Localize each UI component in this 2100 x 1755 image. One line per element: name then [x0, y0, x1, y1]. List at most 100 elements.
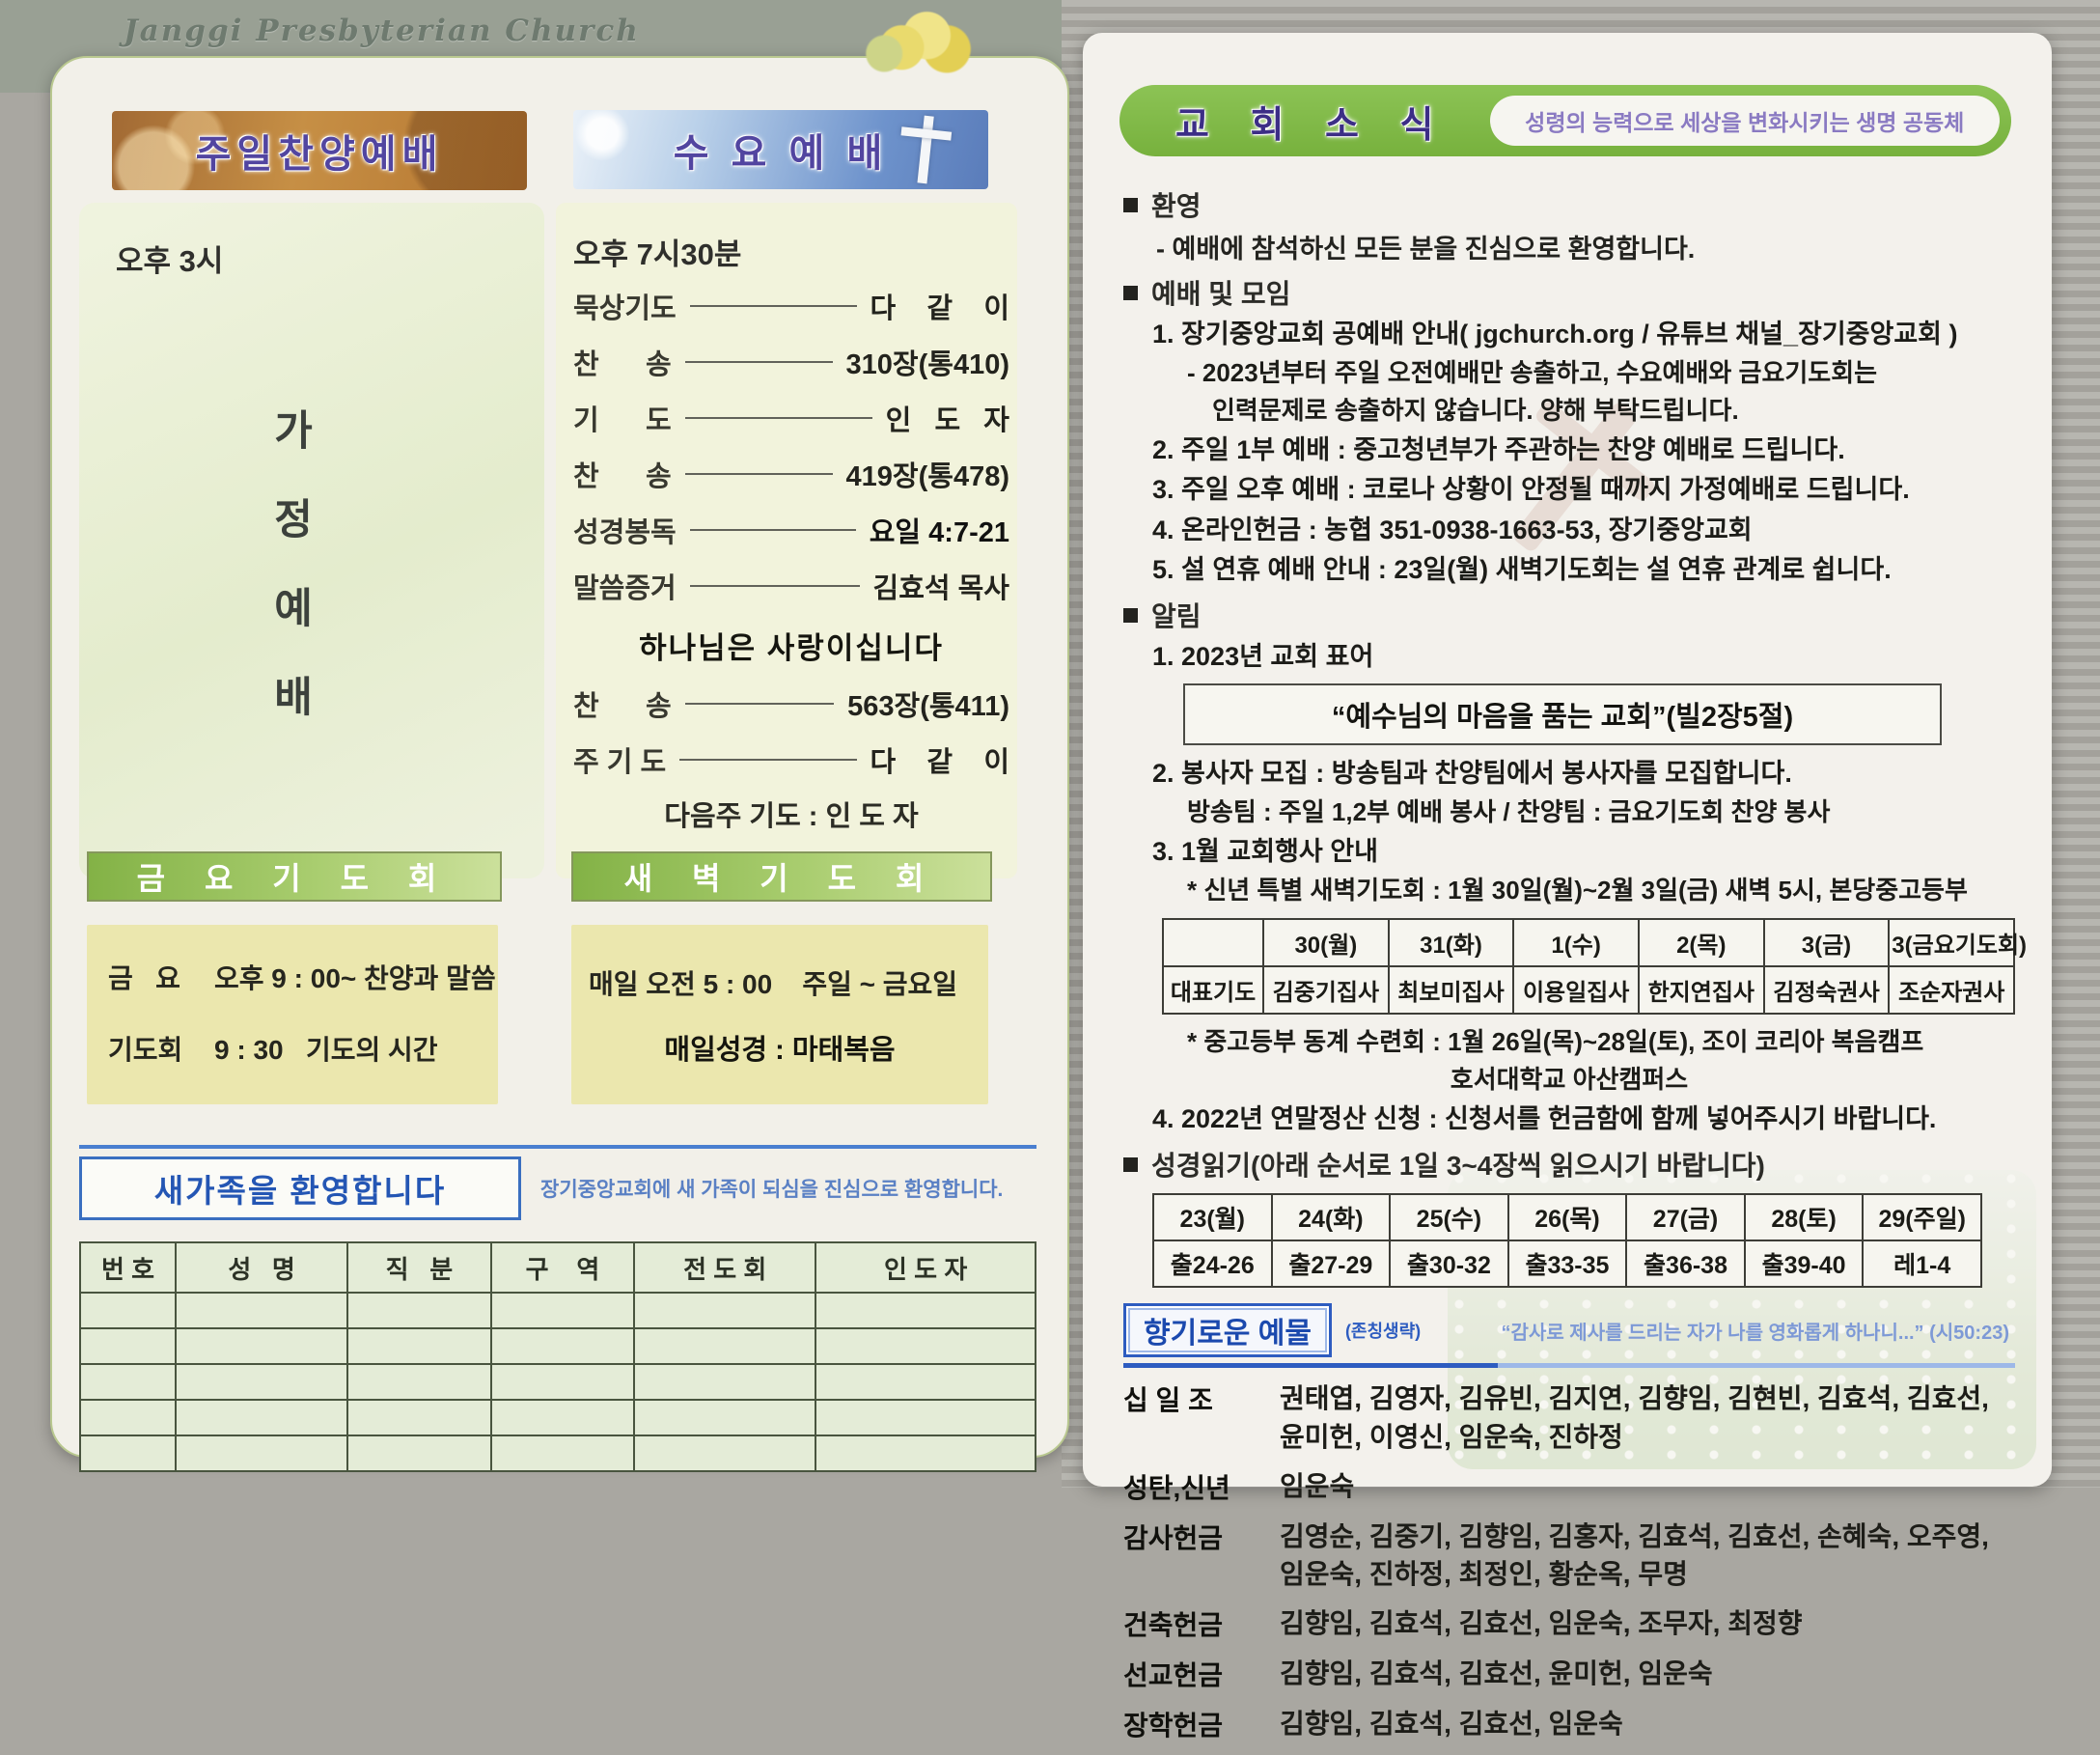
table-row: 대표기도 김중기집사 최보미집사 이용일집사 한지연집사 김정숙권사 조순자권사	[1162, 965, 2015, 1016]
order-label: 기 도	[573, 405, 672, 436]
offering-names: 권태엽, 김영자, 김유빈, 김지연, 김향임, 김현빈, 김효석, 김효선, …	[1280, 1383, 1989, 1452]
cell: 31(화)	[1387, 918, 1515, 968]
dawn-prayer-box: 매일 오전 5 : 00 주일 ~ 금요일 매일성경 : 마태복음	[571, 925, 988, 1104]
next-week-prayer: 다음주 기도 : 인 도 자	[664, 801, 919, 832]
cell: 김중기집사	[1262, 965, 1390, 1016]
offering-names: 김향임, 김효석, 김효선, 임운숙	[1280, 1709, 1623, 1740]
line-rest: ( jgchurch.org / 유튜브 채널_장기중앙교회 )	[1459, 320, 1958, 348]
order-value: 다 같 이	[870, 747, 1010, 778]
offerings-quote: “감사로 제사를 드리는 자가 나를 영화롭게 하나니...” (시50:23)	[1501, 1322, 2009, 1344]
cell: 29(주일)	[1862, 1193, 1982, 1242]
order-label: 찬 송	[573, 349, 672, 380]
table-row: 출24-26 출27-29 출30-32 출33-35 출36-38 출39-4…	[1152, 1240, 1982, 1289]
friday-row-label: 기도회	[108, 1035, 183, 1065]
cell: 3(금)	[1762, 918, 1891, 968]
worship-order-row: 묵상기도 다 같 이	[573, 278, 1009, 334]
cross-icon	[888, 113, 962, 189]
order-value: 다 같 이	[870, 293, 1010, 324]
offering-type: 감사헌금	[1123, 1522, 1224, 1553]
church-name-script: Janggi Presbyterian Church	[124, 14, 640, 48]
cell: 출36-38	[1625, 1240, 1746, 1289]
col-header: 전 도 회	[633, 1241, 817, 1294]
order-label: 성경봉독	[573, 517, 677, 548]
cell: 23(월)	[1152, 1193, 1273, 1242]
offering-row: 감사헌금 김영순, 김중기, 김향임, 김홍자, 김효석, 김효선, 손혜숙, …	[1123, 1518, 2015, 1593]
news-subline: 호서대학교 아산캠퍼스	[1450, 1065, 1689, 1095]
leader-line	[689, 529, 856, 531]
worship-order-row: 찬 송 310장(통410)	[573, 334, 1009, 390]
news-line: 3. 1월 교회행사 안내	[1152, 833, 2015, 870]
cell: 출33-35	[1506, 1240, 1628, 1289]
offering-row: 건축헌금 김향임, 김효석, 김효선, 임운숙, 조무자, 최정향	[1123, 1604, 2015, 1643]
friday-row-text: 오후 9 : 00~ 찬양과 말씀	[214, 963, 496, 993]
leader-line	[684, 473, 833, 475]
line-rest: : 신청서를 헌금함에 함께 넣어주시기 바랍니다.	[1421, 1104, 1937, 1134]
sunday-worship-time: 오후 3시	[116, 244, 224, 278]
leader-line	[684, 703, 835, 705]
line-head: 1. 장기중앙교회 공예배 안내	[1152, 320, 1460, 348]
dawn-prayer-banner: 새 벽 기 도 회	[571, 851, 992, 902]
newcomer-table: 번 호 성 명 직 분 구 역 전 도 회 인 도 자	[79, 1241, 1036, 1472]
news-line: 4. 온라인헌금 : 농협 351-0938-1663-53, 장기중앙교회	[1152, 512, 2015, 548]
table-row	[79, 1435, 1036, 1472]
dawn-schedule: 매일 오전 5 : 00 주일 ~ 금요일	[589, 969, 958, 999]
newcomer-top-rule	[79, 1145, 1036, 1149]
col-header: 구 역	[489, 1241, 636, 1294]
friday-prayer-box: 금 요 오후 9 : 00~ 찬양과 말씀 기도회 9 : 30 기도의 시간	[87, 925, 498, 1104]
left-page: 주일찬양예배 수 요 예 배 오후 3시 가 정 예 배 오후 7시30분 묵상…	[50, 56, 1069, 1472]
square-bullet-icon	[1123, 1156, 1138, 1172]
home-worship-vertical-title: 가 정 예 배	[235, 398, 351, 724]
offering-row: 성탄,신년 임운숙	[1123, 1467, 2015, 1506]
church-news-banner: 교 회 소 식 성령의 능력으로 세상을 변화시키는 생명 공동체	[1119, 85, 2011, 156]
cell: 3(금요기도회)	[1888, 918, 2027, 968]
line-head: 3. 1월 교회행사 안내	[1152, 837, 1378, 867]
middle-column-tint	[556, 203, 1017, 878]
cell: 25(수)	[1389, 1193, 1509, 1242]
leader-line	[684, 361, 833, 363]
vertical-char: 정	[274, 497, 313, 543]
worship-order-row: 찬 송 419장(통478)	[573, 446, 1009, 502]
cell: 출27-29	[1270, 1240, 1392, 1289]
cell: 김정숙권사	[1762, 965, 1891, 1016]
friday-prayer-banner: 금 요 기 도 회	[87, 851, 502, 902]
cell: 2(목)	[1637, 918, 1765, 968]
cell: 출30-32	[1389, 1240, 1509, 1289]
section-header-meetings: 예배 및 모임	[1123, 273, 2015, 312]
sunday-praise-banner: 주일찬양예배	[112, 111, 527, 190]
line-head: 2. 봉사자 모집	[1152, 758, 1309, 788]
worship-order-row: 찬 송 563장(통411)	[573, 676, 1009, 732]
vertical-char: 가	[274, 408, 313, 455]
cell: 24(화)	[1270, 1193, 1392, 1242]
news-line: 4. 2022년 연말정산 신청 : 신청서를 헌금함에 함께 넣어주시기 바랍…	[1152, 1100, 2015, 1137]
square-bullet-icon	[1123, 197, 1138, 212]
news-subline: 방송팀 : 주일 1,2부 예배 봉사 / 찬양팀 : 금요기도회 찬양 봉사	[1187, 797, 1831, 827]
table-row	[79, 1399, 1036, 1436]
line-rest: : 23일(월) 새벽기도회는 설 연휴 관계로 쉽니다.	[1370, 555, 1892, 585]
col-header: 성 명	[174, 1241, 349, 1294]
order-value: 인 도 자	[885, 405, 1009, 436]
news-line: 3. 주일 오후 예배 : 코로나 상황이 안정될 때까지 가정예배로 드립니다…	[1152, 471, 2015, 508]
church-news-title: 교 회 소 식	[1175, 104, 1450, 146]
friday-row: 기도회 9 : 30 기도의 시간	[108, 1029, 498, 1068]
newcomer-welcome-subtitle: 장기중앙교회에 새 가족이 되심을 진심으로 환영합니다.	[540, 1179, 1004, 1201]
leader-line	[689, 305, 857, 307]
sunday-praise-banner-label: 주일찬양예배	[195, 133, 444, 176]
line-rest: : 방송팀과 찬양팀에서 봉사자를 모집합니다.	[1308, 758, 1792, 788]
col-header: 번 호	[79, 1241, 177, 1294]
offerings-note: (존칭생략)	[1344, 1322, 1422, 1342]
section-header-bible: 성경읽기(아래 순서로 1일 3~4장씩 읽으시기 바랍니다)	[1123, 1145, 2015, 1184]
wednesday-worship-time: 오후 7시30분	[573, 237, 742, 271]
cell	[1162, 918, 1264, 968]
order-value: 김효석 목사	[872, 573, 1009, 604]
offering-type: 선교헌금	[1123, 1660, 1224, 1691]
order-value: 563장(통411)	[847, 691, 1009, 722]
cell: 28(토)	[1743, 1193, 1865, 1242]
offering-type: 십 일 조	[1123, 1385, 1213, 1416]
offerings-rule	[1123, 1363, 2015, 1369]
dawn-bible: 매일성경 : 마태복음	[664, 1035, 896, 1066]
cell: 대표기도	[1162, 965, 1264, 1016]
flower-decoration	[854, 4, 980, 79]
order-label: 찬 송	[573, 691, 672, 722]
worship-order-row: 성경봉독 요일 4:7-21	[573, 502, 1009, 558]
offering-names: 김향임, 김효석, 김효선, 윤미헌, 임운숙	[1280, 1658, 1713, 1689]
